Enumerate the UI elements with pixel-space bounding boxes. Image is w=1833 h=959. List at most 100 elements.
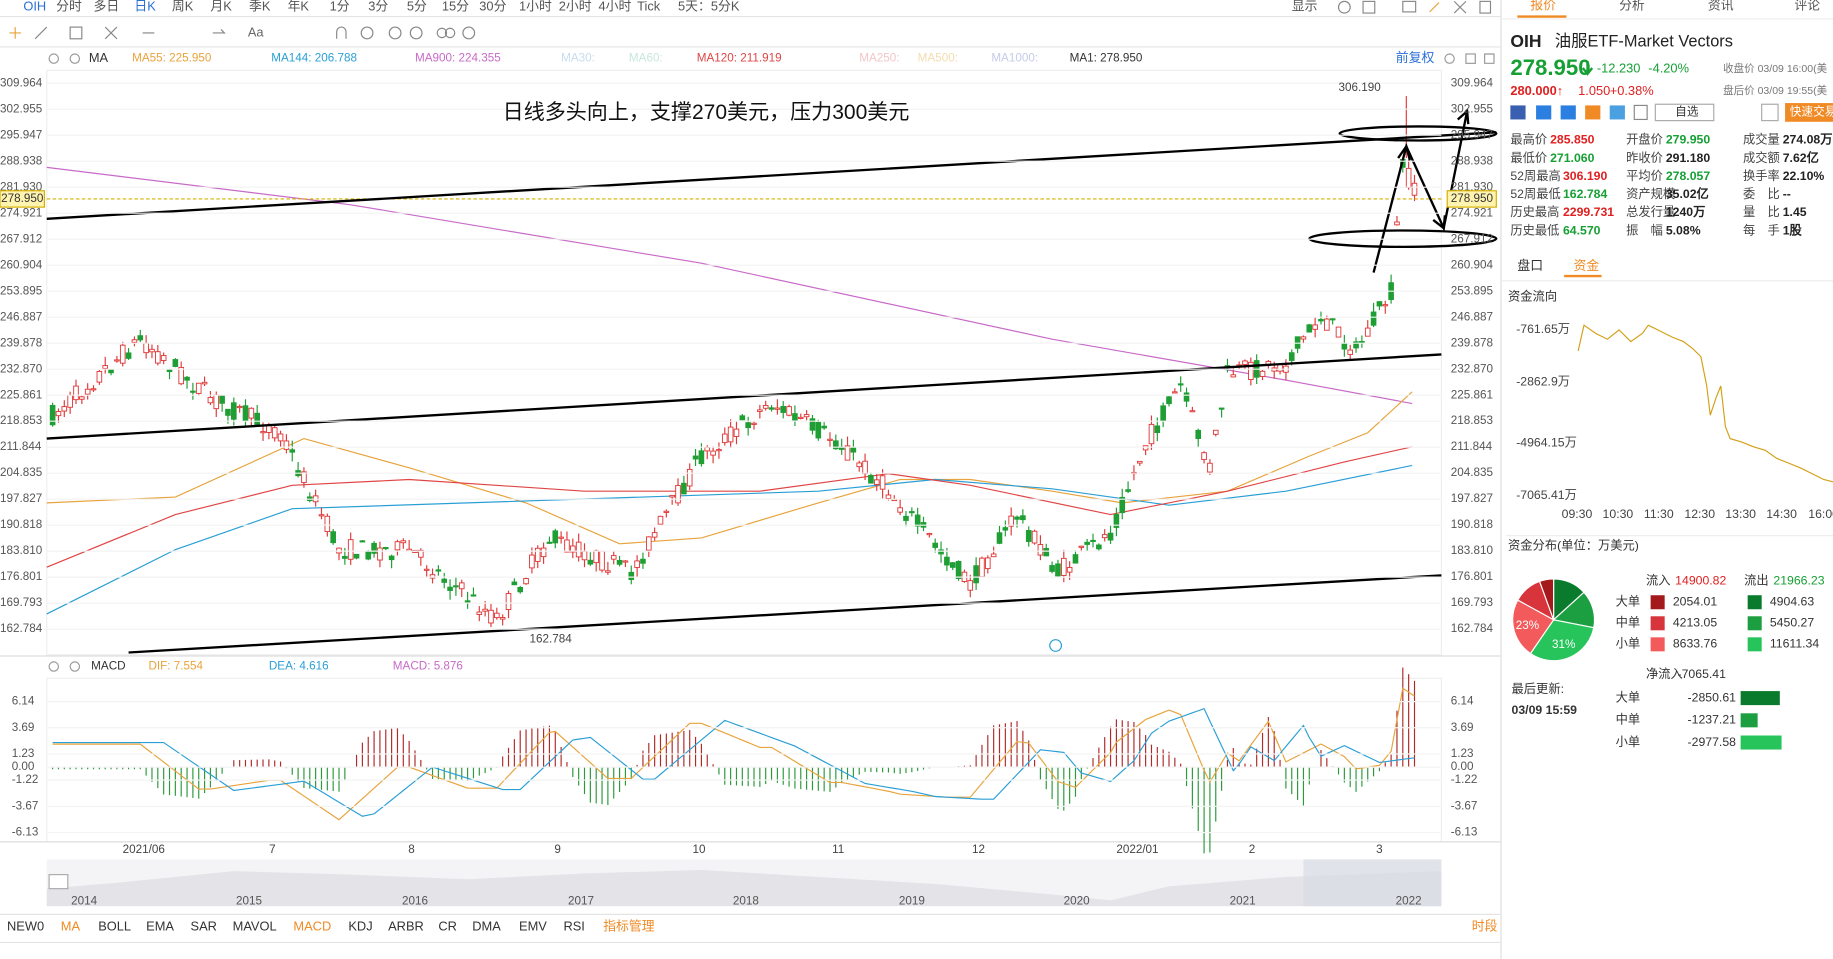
overview-handle[interactable] bbox=[48, 874, 69, 890]
indicator-tab[interactable]: EMA bbox=[146, 919, 174, 934]
top-right-icons[interactable] bbox=[1337, 0, 1492, 14]
indicator-tab[interactable]: 指标管理 bbox=[603, 919, 655, 934]
stat-value: 22.10% bbox=[1783, 169, 1825, 183]
candle-body bbox=[751, 422, 757, 425]
indicator-tab[interactable]: NEW0 bbox=[7, 919, 44, 934]
symbol: OIH bbox=[1510, 31, 1541, 51]
y-tick-label: 162.784 bbox=[0, 622, 43, 635]
updated-label: 最后更新: bbox=[1512, 681, 1564, 696]
draw-tools[interactable] bbox=[9, 26, 476, 40]
candle-body bbox=[1364, 327, 1371, 337]
candle-body bbox=[745, 422, 751, 429]
sub-tab[interactable]: 资金 bbox=[1573, 258, 1599, 273]
y-tick-label: 288.938 bbox=[0, 154, 42, 167]
period-tab[interactable]: 5天：5分K bbox=[678, 0, 740, 14]
panel-tab[interactable]: 报价 bbox=[1530, 0, 1556, 12]
inflow-swatch bbox=[1650, 616, 1665, 631]
quote-icons[interactable] bbox=[1510, 103, 1833, 122]
indicator-tab[interactable]: BOLL bbox=[98, 919, 131, 934]
indicator-tab[interactable]: MAVOL bbox=[233, 919, 277, 934]
period-tab[interactable]: 季K bbox=[249, 0, 271, 14]
candle-body bbox=[1195, 429, 1202, 440]
stat-value: 7.62亿 bbox=[1783, 150, 1819, 165]
period-tab[interactable]: 多日 bbox=[94, 0, 120, 14]
candle-body bbox=[1288, 352, 1295, 361]
net-total: -7065.41 bbox=[1678, 667, 1727, 681]
period-tab[interactable]: 3分 bbox=[368, 0, 388, 14]
y-tick-label: 309.964 bbox=[1451, 76, 1494, 89]
symbol[interactable]: OIH bbox=[23, 0, 46, 14]
adjust-mode[interactable]: 前复权 bbox=[1396, 50, 1435, 65]
stat-label: 开盘价 bbox=[1626, 132, 1663, 147]
stat-value: 5.08% bbox=[1666, 223, 1701, 237]
size-label: 小单 bbox=[1616, 637, 1641, 651]
panel-tab[interactable]: 资讯 bbox=[1708, 0, 1734, 12]
y-tick-label: 190.818 bbox=[1451, 518, 1493, 531]
indicator-tab[interactable]: SAR bbox=[191, 919, 217, 934]
header-icons[interactable] bbox=[48, 53, 1495, 672]
stat-value: -- bbox=[1783, 187, 1791, 201]
flow-axis-label: -7065.41万 bbox=[1516, 488, 1577, 502]
text-tool[interactable]: Aa bbox=[248, 24, 265, 39]
y-tick-label: -6.13 bbox=[1451, 826, 1478, 839]
candle-body bbox=[698, 450, 705, 465]
stat-label: 历史最高 bbox=[1510, 204, 1559, 219]
stat-label: 最低价 bbox=[1510, 151, 1547, 165]
candle-body bbox=[102, 365, 109, 369]
period-tab[interactable]: 年K bbox=[288, 0, 310, 14]
period-tab[interactable]: 4小时 bbox=[599, 0, 632, 14]
size-label: 大单 bbox=[1616, 690, 1641, 704]
period-tab[interactable]: 1小时 bbox=[519, 0, 552, 14]
candle-body bbox=[55, 411, 62, 417]
indicator-tab[interactable]: ARBR bbox=[388, 919, 424, 934]
ma120-line bbox=[46, 446, 1413, 568]
indicator-tab[interactable]: MA bbox=[61, 919, 81, 934]
panel-tab[interactable]: 分析 bbox=[1619, 0, 1645, 12]
candle-body bbox=[803, 414, 810, 418]
period-tab[interactable]: 月K bbox=[210, 0, 232, 14]
candle-body bbox=[342, 555, 348, 559]
indicator-tab[interactable]: KDJ bbox=[348, 919, 372, 934]
candle-body bbox=[464, 600, 471, 603]
stat-label: 总发行量 bbox=[1626, 204, 1675, 219]
outflow-value: 4904.63 bbox=[1770, 594, 1815, 608]
indicator-tab[interactable]: DMA bbox=[472, 919, 501, 934]
period-tab[interactable]: 1分 bbox=[330, 0, 350, 14]
period-tab[interactable]: 5分 bbox=[407, 0, 427, 14]
candle-body bbox=[1341, 342, 1348, 350]
panel-tab[interactable]: 评论 bbox=[1794, 0, 1820, 12]
nav-icon[interactable] bbox=[1049, 639, 1063, 652]
ma-label: MA500: bbox=[918, 52, 958, 65]
candle-body bbox=[1347, 349, 1354, 355]
period-tab[interactable]: 30分 bbox=[479, 0, 506, 14]
indicator-tab[interactable]: CR bbox=[438, 919, 457, 934]
net-bar bbox=[1740, 713, 1758, 728]
inflow-value: 4213.05 bbox=[1673, 616, 1718, 630]
y-tick-label: -1.22 bbox=[12, 773, 39, 786]
candle-body bbox=[429, 574, 436, 579]
period-tab[interactable]: 时段 bbox=[1472, 919, 1498, 934]
period-tab[interactable]: 15分 bbox=[442, 0, 469, 14]
candle-body bbox=[669, 494, 675, 498]
candle-body bbox=[96, 371, 103, 383]
period-tab[interactable]: 分时 bbox=[56, 0, 82, 14]
period-tab[interactable]: 日K bbox=[134, 0, 156, 14]
candle-body bbox=[797, 416, 804, 419]
indicator-tab[interactable]: MACD bbox=[293, 919, 331, 934]
candle-body bbox=[330, 531, 336, 544]
sub-tab[interactable]: 盘口 bbox=[1517, 258, 1543, 273]
y-tick-label: 218.853 bbox=[1451, 414, 1493, 427]
display-menu[interactable]: 显示 bbox=[1292, 0, 1318, 14]
x-tick-label: 12 bbox=[972, 843, 985, 856]
period-tab[interactable]: 2小时 bbox=[559, 0, 592, 14]
indicator-tab[interactable]: RSI bbox=[563, 919, 584, 934]
period-tab[interactable]: Tick bbox=[637, 0, 661, 14]
watch-button[interactable]: 自选 bbox=[1675, 106, 1699, 119]
indicator-tab[interactable]: EMV bbox=[519, 919, 547, 934]
after-change: 1.050 bbox=[1578, 83, 1610, 98]
candle-body bbox=[833, 440, 839, 450]
period-tab[interactable]: 周K bbox=[172, 0, 194, 14]
overview-window[interactable] bbox=[1303, 859, 1442, 907]
candle-body bbox=[716, 449, 722, 452]
trade-button[interactable]: 快速交易 bbox=[1790, 105, 1833, 119]
